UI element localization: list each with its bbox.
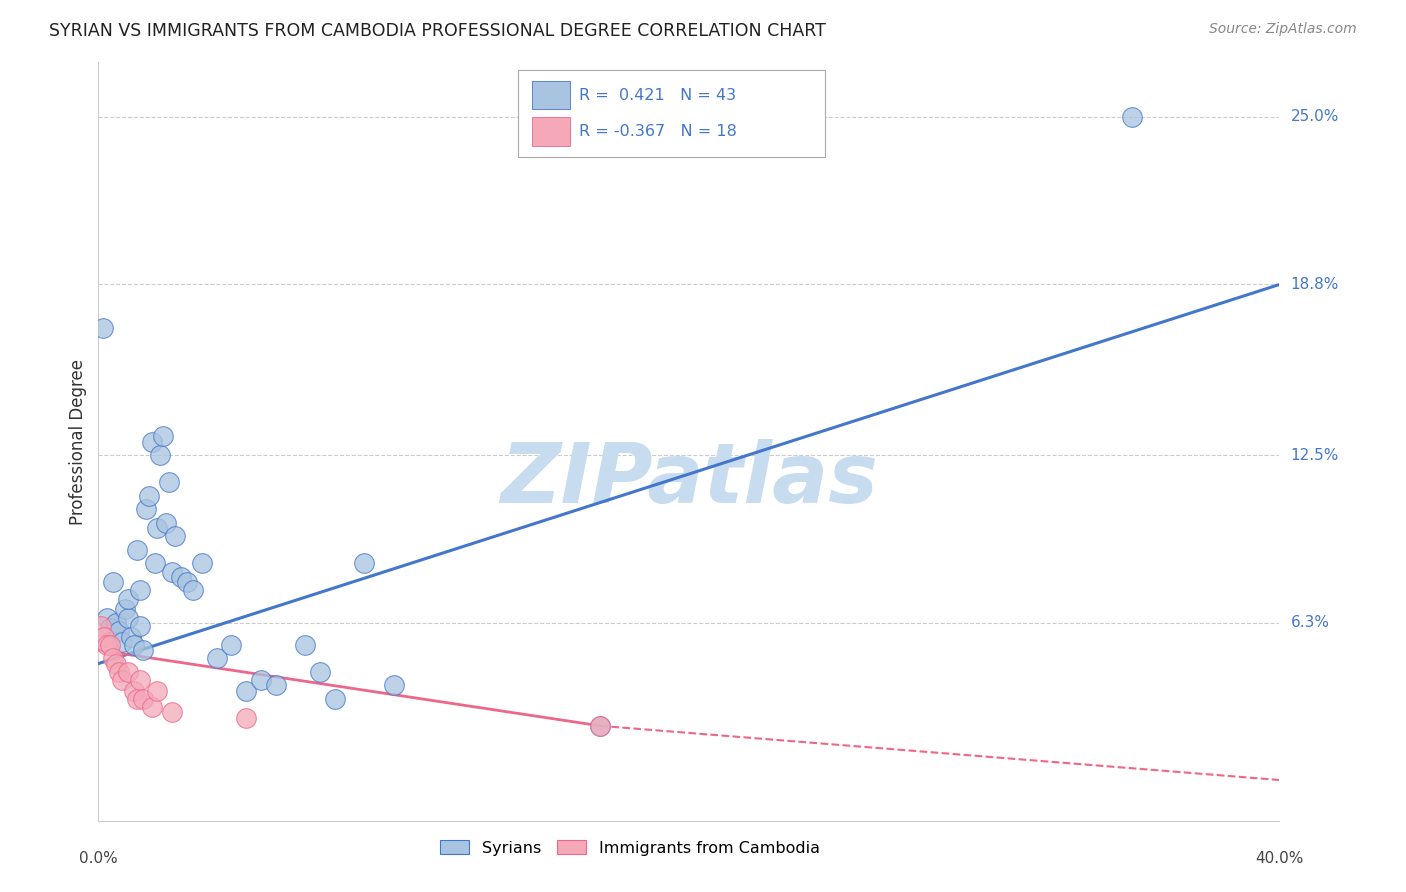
Point [90,618,112,632]
Point [135,502,157,516]
Text: R = -0.367   N = 18: R = -0.367 N = 18 [579,124,737,139]
Point [117,591,139,606]
Point [162,565,183,579]
FancyBboxPatch shape [531,117,569,145]
Point [91,321,114,335]
Point [264,678,287,692]
Point [105,615,128,630]
Text: SYRIAN VS IMMIGRANTS FROM CAMBODIA PROFESSIONAL DEGREE CORRELATION CHART: SYRIAN VS IMMIGRANTS FROM CAMBODIA PROFE… [49,22,827,40]
Point [589,719,612,733]
Point [382,678,405,692]
Y-axis label: Professional Degree: Professional Degree [69,359,87,524]
Point [146,683,169,698]
Point [108,624,131,639]
Text: 40.0%: 40.0% [1256,851,1303,866]
Point [146,521,169,535]
Text: 6.3%: 6.3% [1291,615,1330,631]
FancyBboxPatch shape [517,70,825,157]
Point [122,638,145,652]
Text: 0.0%: 0.0% [79,851,118,866]
Point [221,638,243,652]
Text: R =  0.421   N = 43: R = 0.421 N = 43 [579,87,737,103]
Point [96,610,118,624]
FancyBboxPatch shape [531,80,569,110]
Point [155,516,177,530]
Point [589,719,612,733]
Point [114,602,136,616]
Point [143,557,166,571]
Point [117,610,139,624]
Point [165,529,187,543]
Point [128,618,150,632]
Text: ZIPatlas: ZIPatlas [501,439,877,520]
Text: 25.0%: 25.0% [1291,109,1339,124]
Point [250,673,273,687]
Point [132,643,155,657]
Text: Source: ZipAtlas.com: Source: ZipAtlas.com [1209,22,1357,37]
Point [235,683,257,698]
Point [128,673,150,687]
Point [149,448,172,462]
Point [128,583,150,598]
Point [181,583,204,598]
Point [176,575,198,590]
Point [117,665,139,679]
Point [309,665,332,679]
Point [125,691,148,706]
Point [205,651,228,665]
Point [170,570,193,584]
Point [152,429,174,443]
Point [125,542,148,557]
Point [323,691,346,706]
Point [103,651,125,665]
Point [141,434,163,449]
Text: 18.8%: 18.8% [1291,277,1339,292]
Point [120,630,142,644]
Point [353,557,375,571]
Point [103,575,125,590]
Text: 12.5%: 12.5% [1291,448,1339,463]
Point [111,673,134,687]
Point [157,475,180,490]
Point [122,683,145,698]
Point [98,621,121,635]
Point [191,557,214,571]
Point [111,635,134,649]
Point [138,489,160,503]
Point [98,638,121,652]
Point [132,691,155,706]
Point [108,665,131,679]
Point [1121,110,1143,124]
Point [141,699,163,714]
Point [96,638,118,652]
Point [294,638,316,652]
Legend: Syrians, Immigrants from Cambodia: Syrians, Immigrants from Cambodia [434,833,825,862]
Point [235,711,257,725]
Point [105,657,128,671]
Point [162,706,183,720]
Point [93,630,115,644]
